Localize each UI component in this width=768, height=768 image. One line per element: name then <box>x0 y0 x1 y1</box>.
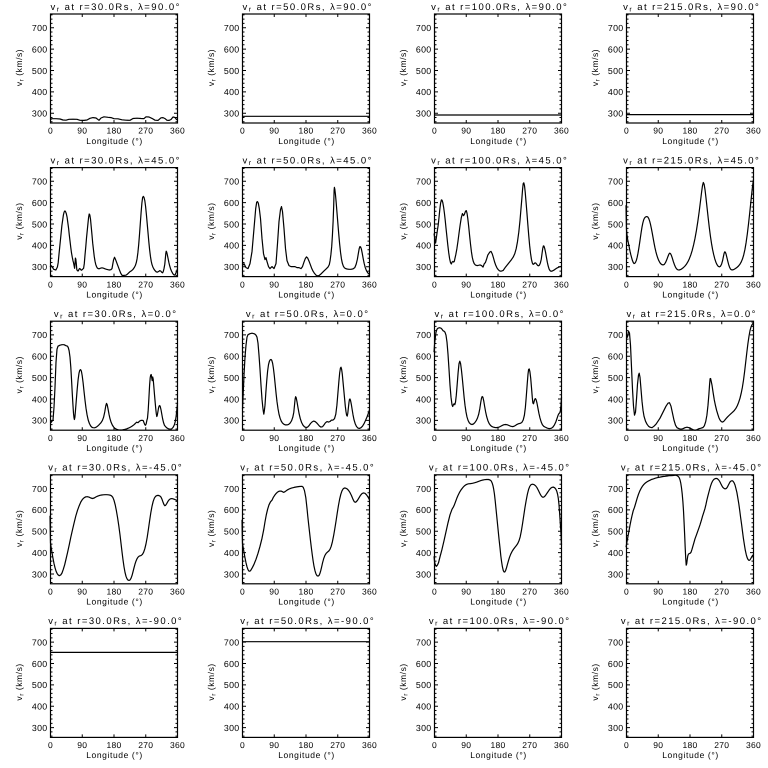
svg-text:vr at r=100.0Rs, λ=0.0°: vr at r=100.0Rs, λ=0.0° <box>435 309 565 321</box>
svg-text:vr at r=50.0Rs, λ=45.0°: vr at r=50.0Rs, λ=45.0° <box>243 155 373 167</box>
svg-text:vr at r=50.0Rs, λ=-90.0°: vr at r=50.0Rs, λ=-90.0° <box>240 616 375 628</box>
svg-text:vr at r=30.0Rs, λ=-90.0°: vr at r=30.0Rs, λ=-90.0° <box>48 616 183 628</box>
svg-text:vr at r=215.0Rs, λ=90.0°: vr at r=215.0Rs, λ=90.0° <box>623 2 760 14</box>
svg-text:vr at r=30.0Rs, λ=45.0°: vr at r=30.0Rs, λ=45.0° <box>51 155 181 167</box>
svg-text:vr at r=30.0Rs, λ=90.0°: vr at r=30.0Rs, λ=90.0° <box>51 2 181 14</box>
svg-text:vr at r=100.0Rs, λ=90.0°: vr at r=100.0Rs, λ=90.0° <box>431 2 568 14</box>
svg-text:vr at r=215.0Rs, λ=-90.0°: vr at r=215.0Rs, λ=-90.0° <box>621 616 763 628</box>
svg-text:vr at r=215.0Rs, λ=0.0°: vr at r=215.0Rs, λ=0.0° <box>627 309 757 321</box>
svg-text:vr at r=215.0Rs, λ=45.0°: vr at r=215.0Rs, λ=45.0° <box>623 155 760 167</box>
svg-text:vr at r=30.0Rs, λ=0.0°: vr at r=30.0Rs, λ=0.0° <box>54 309 178 321</box>
svg-text:vr at r=100.0Rs, λ=-45.0°: vr at r=100.0Rs, λ=-45.0° <box>429 463 571 475</box>
svg-text:vr at r=215.0Rs, λ=-45.0°: vr at r=215.0Rs, λ=-45.0° <box>621 463 763 475</box>
svg-text:vr at r=50.0Rs, λ=-45.0°: vr at r=50.0Rs, λ=-45.0° <box>240 463 375 475</box>
svg-text:vr at r=50.0Rs, λ=90.0°: vr at r=50.0Rs, λ=90.0° <box>243 2 373 14</box>
svg-text:vr at r=50.0Rs, λ=0.0°: vr at r=50.0Rs, λ=0.0° <box>246 309 370 321</box>
svg-text:vr at r=100.0Rs, λ=-90.0°: vr at r=100.0Rs, λ=-90.0° <box>429 616 571 628</box>
svg-text:vr at r=30.0Rs, λ=-45.0°: vr at r=30.0Rs, λ=-45.0° <box>48 463 183 475</box>
svg-text:vr at r=100.0Rs, λ=45.0°: vr at r=100.0Rs, λ=45.0° <box>431 155 568 167</box>
